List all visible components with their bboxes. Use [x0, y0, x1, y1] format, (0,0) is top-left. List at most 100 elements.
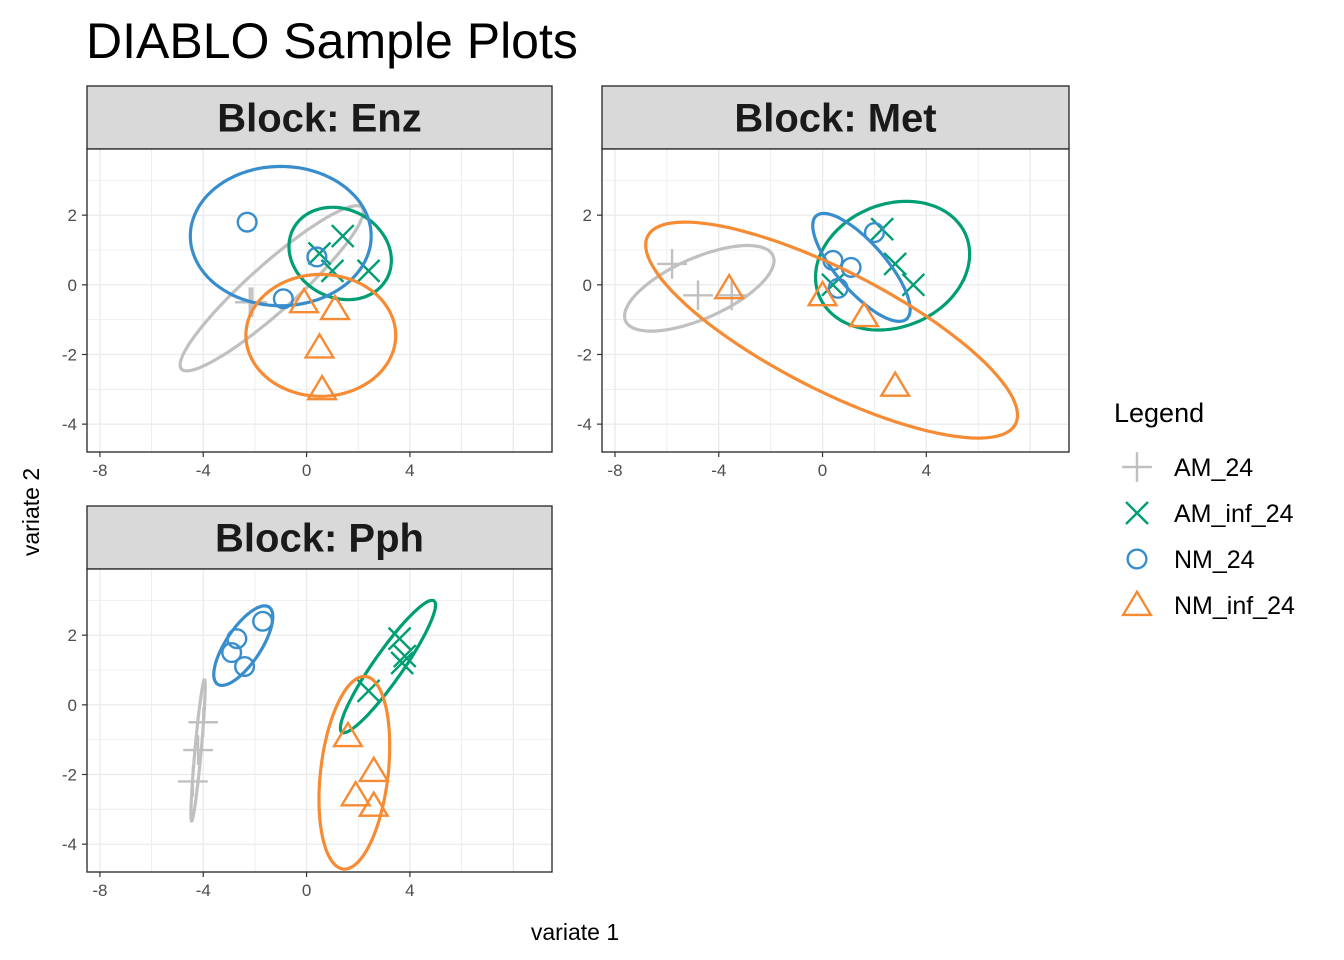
y-tick-label: 2 — [68, 206, 77, 225]
x-tick-label: -4 — [196, 461, 211, 480]
plot-content — [178, 164, 398, 401]
legend-item-nm-24: NM_24 — [1126, 546, 1255, 574]
point-am-24 — [657, 249, 687, 279]
strip-background — [86, 505, 553, 570]
panel-block-enz: Block: Enz -8 -4 0 4 -4 -2 0 2 — [62, 85, 553, 480]
panel-border — [86, 148, 553, 453]
point-nm-inf-24 — [303, 331, 336, 359]
legend-label: AM_24 — [1174, 454, 1253, 482]
y-axis-title: variate 2 — [18, 468, 44, 556]
panel-block-pph: Block: Pph -8 -4 0 4 -4 -2 0 2 — [62, 505, 553, 900]
legend-key-nm-inf-24 — [1121, 589, 1153, 617]
legend-item-am-24: AM_24 — [1122, 452, 1253, 482]
y-tick-label: 2 — [68, 626, 77, 645]
axis-ticks: -8 -4 0 4 -4 -2 0 2 — [577, 206, 931, 480]
legend-label: AM_inf_24 — [1174, 500, 1294, 528]
point-am-inf-24 — [330, 224, 355, 248]
ellipse-nm-24 — [212, 604, 275, 688]
strip-label: Block: Met — [734, 97, 936, 141]
legend-key-am-24 — [1122, 452, 1152, 482]
point-nm-24 — [234, 655, 256, 678]
point-nm-24 — [863, 222, 885, 244]
x-tick-label: -4 — [711, 461, 726, 480]
ellipse-nm-inf-24 — [244, 272, 398, 398]
y-tick-label: 0 — [583, 276, 592, 295]
point-nm-inf-24 — [306, 373, 339, 401]
y-tick-label: 2 — [583, 206, 592, 225]
point-nm-inf-24 — [806, 279, 839, 307]
panel-block-met: Block: Met -8 -4 0 4 -4 -2 0 2 — [577, 85, 1070, 480]
panel-border — [601, 148, 1070, 453]
x-tick-label: 0 — [818, 461, 827, 480]
point-am-inf-24 — [883, 252, 908, 276]
series-am-24 — [178, 677, 219, 823]
x-tick-label: -8 — [607, 461, 622, 480]
series-nm-inf-24 — [644, 220, 1020, 440]
legend-label: NM_24 — [1174, 546, 1255, 574]
legend-item-am-inf-24: AM_inf_24 — [1125, 500, 1294, 528]
y-tick-label: 0 — [68, 276, 77, 295]
point-nm-inf-24 — [357, 755, 390, 783]
strip-label: Block: Pph — [215, 517, 424, 561]
point-nm-24 — [236, 211, 258, 233]
series-nm-24 — [212, 604, 275, 688]
ellipse-nm-inf-24 — [644, 220, 1020, 440]
legend-key-am-inf-24 — [1125, 501, 1149, 525]
point-nm-inf-24 — [288, 286, 320, 314]
point-nm-24 — [252, 610, 274, 632]
x-tick-label: -4 — [196, 881, 211, 900]
y-tick-label: 0 — [68, 696, 77, 715]
point-nm-inf-24 — [713, 272, 746, 300]
x-tick-label: 4 — [922, 461, 931, 480]
x-tick-label: 4 — [405, 461, 414, 480]
point-nm-inf-24 — [339, 779, 372, 807]
legend: Legend AM_24 AM_inf_24 NM_24 NM_inf_24 — [1114, 398, 1295, 620]
legend-item-nm-inf-24: NM_inf_24 — [1121, 589, 1295, 620]
plot-content — [622, 199, 1020, 440]
point-nm-inf-24 — [319, 293, 351, 321]
panel-border — [86, 568, 553, 873]
ellipse-nm-24 — [188, 164, 373, 308]
point-nm-24 — [272, 288, 294, 310]
x-tick-label: 0 — [302, 461, 311, 480]
axis-ticks: -8 -4 0 4 -4 -2 0 2 — [62, 206, 415, 480]
point-am-24 — [178, 766, 208, 797]
axis-ticks: -8 -4 0 4 -4 -2 0 2 — [62, 626, 415, 900]
grid — [87, 569, 552, 872]
point-nm-inf-24 — [879, 370, 912, 397]
strip-background — [86, 85, 553, 150]
ellipse-am-24 — [178, 204, 365, 373]
series-nm-inf-24 — [317, 674, 392, 871]
legend-key-nm-24 — [1126, 548, 1148, 570]
y-tick-label: -2 — [62, 345, 77, 364]
ellipse-am-inf-24 — [813, 199, 972, 332]
series-am-inf-24 — [338, 598, 438, 735]
legend-label: NM_inf_24 — [1174, 592, 1295, 620]
series-nm-inf-24 — [244, 272, 398, 401]
plot-content — [178, 598, 438, 871]
x-tick-label: 4 — [405, 881, 414, 900]
point-nm-inf-24 — [357, 790, 390, 817]
strip-label: Block: Enz — [217, 97, 421, 141]
point-nm-inf-24 — [331, 720, 364, 748]
x-tick-label: -8 — [92, 461, 107, 480]
y-tick-label: -4 — [62, 835, 77, 854]
point-am-24 — [683, 280, 713, 311]
ellipse-nm-24 — [811, 211, 912, 324]
panel-background — [602, 149, 1069, 452]
y-tick-label: -2 — [577, 345, 592, 364]
x-tick-label: 0 — [302, 881, 311, 900]
point-am-24 — [183, 735, 213, 765]
point-nm-24 — [221, 642, 243, 664]
x-tick-label: -8 — [92, 881, 107, 900]
point-am-inf-24 — [392, 644, 417, 668]
legend-title: Legend — [1114, 398, 1204, 428]
series-am-inf-24 — [813, 199, 972, 332]
point-am-inf-24 — [387, 626, 412, 651]
ellipse-nm-inf-24 — [317, 674, 392, 871]
ellipse-am-inf-24 — [287, 205, 394, 302]
series-nm-24 — [188, 164, 373, 310]
point-am-24 — [188, 707, 219, 738]
